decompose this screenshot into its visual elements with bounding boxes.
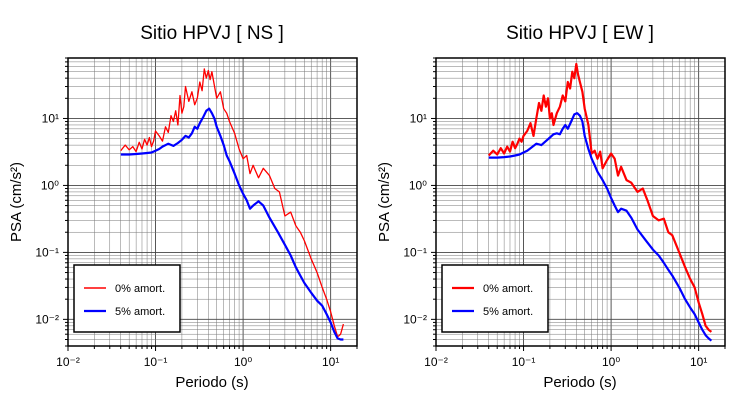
x-tick-label: 10⁰	[602, 355, 620, 369]
chart-title: Sitio HPVJ [ NS ]	[140, 23, 284, 44]
x-axis-label: Periodo (s)	[543, 374, 616, 391]
legend-label-0: 0% amort.	[115, 283, 165, 295]
y-tick-label: 10⁰	[41, 178, 59, 192]
chart-title: Sitio HPVJ [ EW ]	[506, 23, 654, 44]
y-axis-label: PSA (cm/s²)	[376, 162, 393, 242]
y-tick-label: 10⁰	[409, 178, 427, 192]
x-tick-label: 10⁻¹	[512, 355, 536, 369]
series-group	[487, 62, 713, 342]
series-line-damped	[488, 112, 713, 342]
y-tick-label: 10¹	[410, 111, 427, 125]
tick-labels: 10⁻² 10⁻¹ 10⁰ 10¹ 10⁻² 10⁻¹ 10⁰ 10¹	[403, 57, 726, 369]
legend: 0% amort. 5% amort.	[441, 264, 549, 333]
x-tick-label: 10⁰	[234, 355, 252, 369]
x-tick-label: 10⁻²	[56, 355, 80, 369]
tick-labels: 10⁻² 10⁻¹ 10⁰ 10¹ 10⁻² 10⁻¹ 10⁰ 10¹	[35, 57, 358, 369]
legend-label-1: 5% amort.	[115, 306, 165, 318]
legend-box	[441, 264, 549, 333]
legend-label-1: 5% amort.	[483, 306, 533, 318]
series-line-damped	[120, 107, 344, 341]
plot-frame	[435, 57, 726, 347]
plot-frame	[67, 57, 358, 347]
legend: 0% amort. 5% amort.	[73, 264, 181, 333]
chart-panel-ew: Sitio HPVJ [ EW ] 10⁻² 10⁻¹ 10⁰ 10¹ 10⁻² 10⁻¹…	[376, 23, 726, 391]
chart-panel-ns: Sitio HPVJ [ NS ] 10⁻² 10⁻¹ 10⁰ 10¹ 10⁻² 10⁻¹…	[8, 23, 358, 391]
series-line-undamped	[487, 62, 713, 333]
legend-box	[73, 264, 181, 333]
y-tick-label: 10¹	[42, 111, 59, 125]
y-tick-label: 10⁻²	[403, 312, 427, 326]
y-axis-label: PSA (cm/s²)	[8, 162, 25, 242]
series-line-undamped	[120, 68, 345, 338]
series-group	[120, 68, 345, 341]
legend-label-0: 0% amort.	[483, 283, 533, 295]
x-axis-label: Periodo (s)	[175, 374, 248, 391]
y-tick-label: 10⁻¹	[35, 245, 59, 259]
x-tick-label: 10¹	[322, 355, 339, 369]
y-tick-label: 10⁻²	[35, 312, 59, 326]
x-tick-label: 10⁻¹	[144, 355, 168, 369]
y-tick-label: 10⁻¹	[403, 245, 427, 259]
x-tick-label: 10¹	[690, 355, 707, 369]
x-tick-label: 10⁻²	[424, 355, 448, 369]
